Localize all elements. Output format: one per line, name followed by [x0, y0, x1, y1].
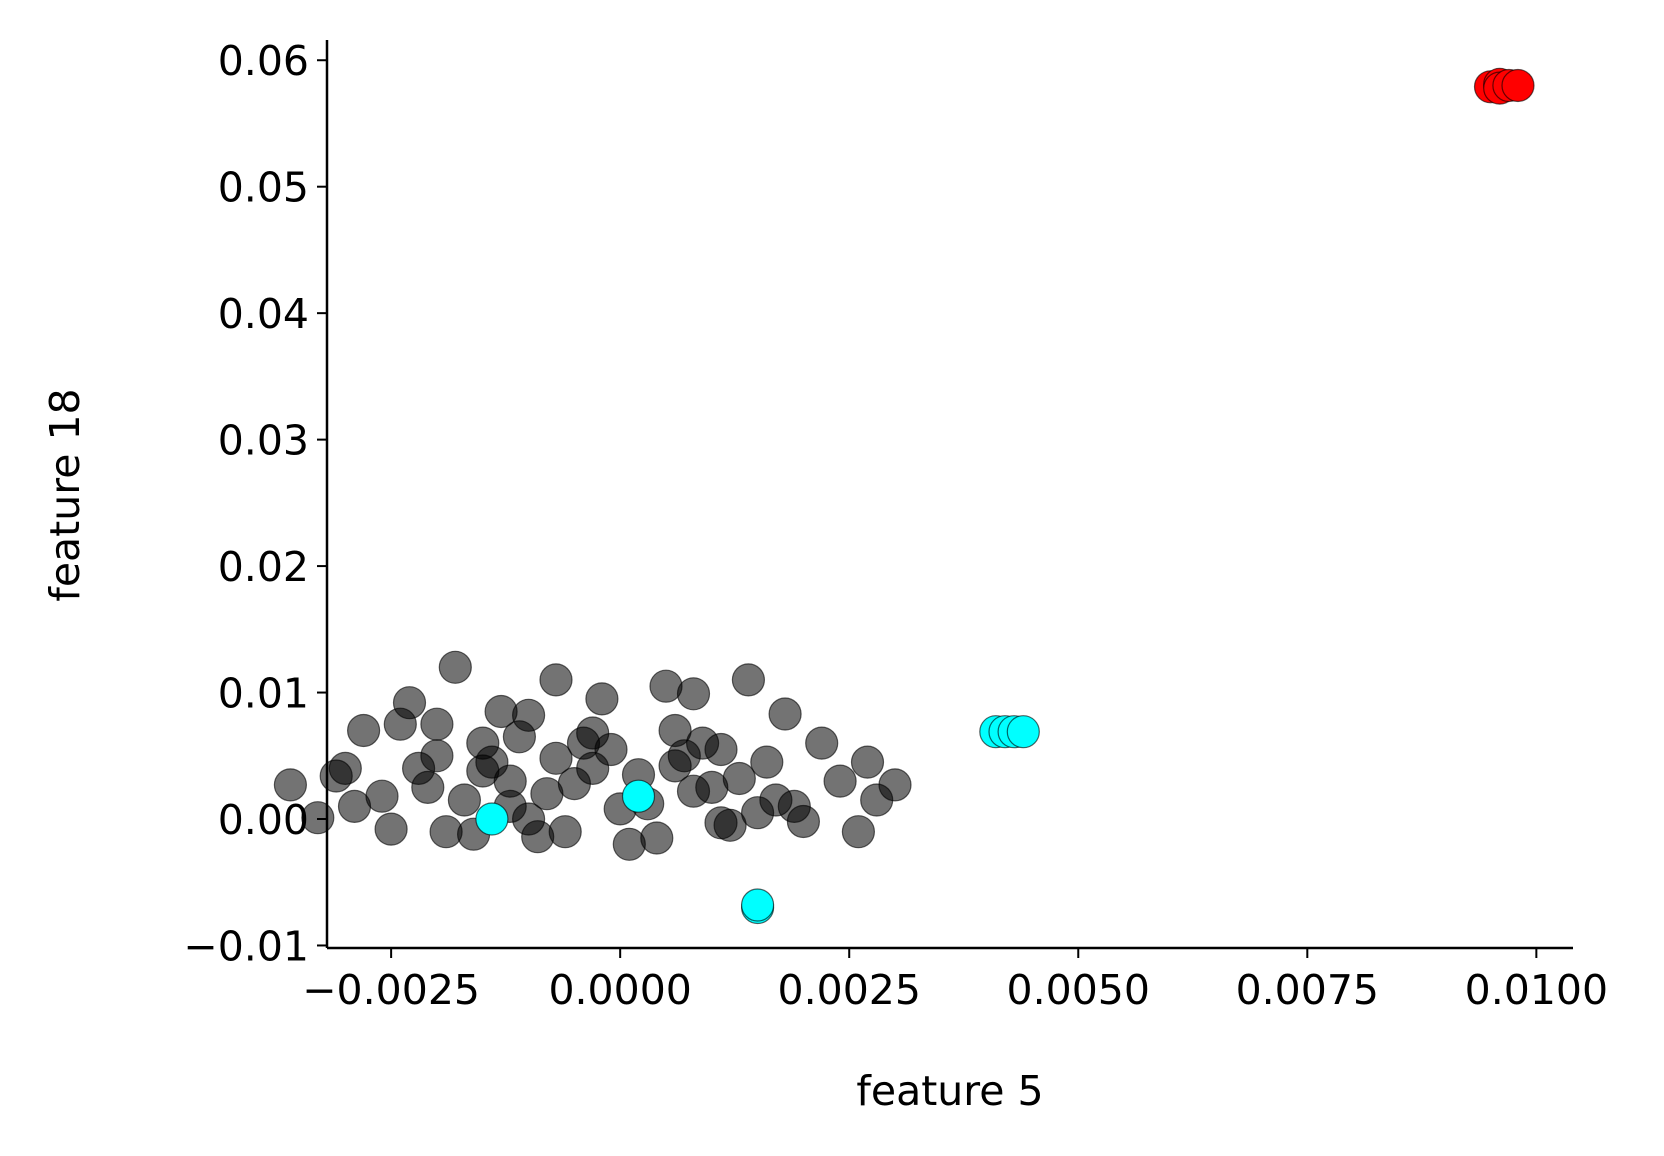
- series-0: [273, 650, 912, 861]
- x-ticks: −0.0025 0.0000 0.0025 0.0050 0.0075 0.0100: [302, 948, 1608, 1014]
- data-point: [612, 827, 646, 861]
- data-point: [740, 888, 775, 922]
- data-point: [805, 726, 839, 760]
- data-point: [1006, 715, 1040, 749]
- data-point: [731, 663, 766, 697]
- x-tick-label: 0.0050: [1007, 966, 1150, 1014]
- data-point: [420, 707, 454, 741]
- data-point: [484, 694, 518, 729]
- points-layer: [273, 67, 1535, 925]
- y-tick-label: 0.04: [218, 290, 309, 338]
- y-tick-label: 0.06: [218, 37, 309, 85]
- data-point: [374, 812, 408, 846]
- y-tick-label: −0.01: [183, 922, 309, 970]
- data-point: [621, 779, 656, 813]
- data-point: [750, 745, 784, 779]
- data-point: [365, 779, 399, 813]
- x-tick-label: 0.0025: [777, 966, 920, 1014]
- data-point: [539, 663, 573, 697]
- data-point: [841, 815, 876, 849]
- y-axis-title: feature 18: [41, 388, 89, 601]
- data-point: [328, 751, 362, 786]
- data-point: [850, 745, 885, 779]
- data-point: [658, 713, 692, 748]
- x-tick-label: −0.0025: [302, 966, 480, 1014]
- x-tick-label: 0.0100: [1465, 966, 1608, 1014]
- data-point: [420, 739, 454, 773]
- data-point: [704, 732, 738, 767]
- data-point: [676, 677, 711, 711]
- data-point: [447, 783, 481, 817]
- data-point: [273, 768, 307, 802]
- data-point: [557, 766, 592, 801]
- series-1: [475, 715, 1040, 925]
- data-point: [585, 682, 619, 716]
- data-point: [823, 764, 857, 798]
- data-point: [466, 754, 500, 788]
- data-point: [768, 697, 802, 731]
- data-point: [383, 707, 417, 741]
- data-point: [759, 783, 793, 817]
- data-point: [475, 802, 509, 836]
- data-point: [548, 815, 582, 849]
- data-point: [649, 669, 683, 703]
- series-2: [1473, 67, 1535, 105]
- x-tick-label: 0.0075: [1236, 966, 1379, 1014]
- data-point: [576, 716, 610, 750]
- y-tick-label: 0.01: [218, 670, 309, 718]
- data-point: [722, 761, 756, 796]
- data-point: [704, 806, 738, 840]
- data-point: [640, 821, 674, 855]
- y-tick-label: 0.05: [218, 164, 309, 212]
- data-point: [658, 749, 692, 783]
- y-ticks: −0.01 0.00 0.01 0.02 0.03 0.04 0.05 0.06: [183, 37, 327, 970]
- data-point: [502, 720, 537, 754]
- data-point: [676, 774, 711, 808]
- data-point: [347, 713, 381, 748]
- x-tick-label: 0.0000: [548, 966, 691, 1014]
- y-tick-label: 0.00: [218, 796, 309, 844]
- y-tick-label: 0.03: [218, 417, 309, 465]
- data-point: [438, 650, 472, 684]
- data-point: [539, 741, 573, 775]
- x-axis-title: feature 5: [856, 1067, 1043, 1115]
- y-tick-label: 0.02: [218, 543, 309, 591]
- data-point: [429, 815, 463, 849]
- data-point: [1501, 68, 1535, 103]
- data-point: [860, 783, 894, 817]
